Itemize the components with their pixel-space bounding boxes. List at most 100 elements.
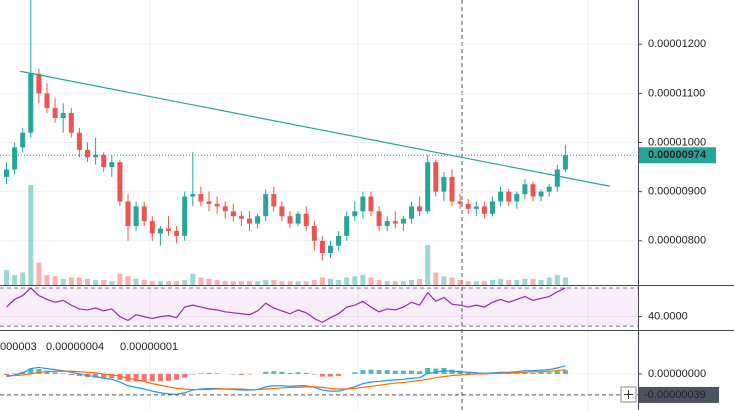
candle-body — [457, 201, 463, 204]
histogram-bar — [376, 370, 382, 374]
candle-body — [530, 184, 536, 197]
histogram-bar — [352, 372, 358, 374]
candle-body — [4, 169, 9, 177]
volume-bar — [190, 273, 196, 285]
histogram-bar — [263, 371, 269, 374]
legend-value: 0.00000001 — [120, 341, 178, 353]
volume-bar — [498, 278, 504, 285]
volume-bar — [473, 281, 479, 285]
candle-body — [271, 194, 277, 207]
candle-body — [295, 213, 301, 224]
volume-bar — [514, 280, 520, 285]
histogram-bar — [60, 373, 66, 374]
volume-bar — [449, 277, 455, 285]
candle-body — [498, 191, 504, 202]
candle-body — [44, 93, 50, 109]
candle-body — [28, 73, 34, 133]
volume-bar — [93, 280, 99, 285]
volume-bar — [214, 280, 220, 285]
candle-body — [36, 73, 42, 94]
candle-body — [230, 211, 236, 217]
histogram-bar — [157, 373, 163, 382]
volume-bar — [465, 281, 471, 285]
candle-body — [125, 201, 131, 227]
histogram-bar — [109, 373, 115, 379]
candle-body — [409, 206, 414, 219]
candle-body — [174, 230, 180, 236]
candle-body — [441, 176, 447, 192]
series-layer: 0.00000800 0.00000900 0.00001000 0.00001100… — [0, 0, 719, 403]
volume-bar — [360, 275, 366, 285]
volume-bar — [506, 280, 512, 285]
histogram-bar — [279, 371, 285, 374]
volume-bar — [20, 272, 26, 285]
volume-bar — [457, 280, 463, 285]
candle-body — [263, 194, 269, 217]
histogram-bar — [133, 373, 139, 382]
time-grid — [149, 0, 589, 410]
volume-bar — [271, 280, 277, 285]
candle-body — [360, 196, 366, 212]
histogram-bar — [12, 373, 18, 374]
candle-body — [182, 196, 188, 236]
volume-bar — [85, 278, 90, 285]
candle-body — [222, 206, 228, 212]
histogram-bar — [433, 368, 439, 374]
histogram-bar — [182, 373, 188, 378]
volume-bar — [433, 272, 439, 285]
volume-bar — [376, 280, 382, 285]
histogram-bar — [319, 373, 325, 377]
histogram-bar — [368, 369, 374, 374]
candle-body — [490, 201, 495, 214]
volume-bar — [149, 281, 155, 285]
candle-body — [157, 228, 163, 234]
histogram-bar — [530, 372, 536, 374]
histogram-bar — [417, 371, 423, 374]
candle-body — [546, 186, 552, 192]
legend-value: 000003 — [0, 341, 37, 353]
volume-bar — [68, 277, 74, 285]
histogram-bar — [166, 373, 171, 381]
volume-bar — [174, 281, 180, 285]
candle-body — [425, 162, 431, 212]
volume-bar — [238, 281, 244, 285]
histogram-bar — [336, 373, 342, 377]
signal-line — [6, 369, 566, 391]
candle-body — [101, 154, 107, 168]
candle-body — [141, 206, 147, 222]
candle-body — [247, 218, 252, 224]
volume-bar — [554, 275, 560, 285]
volume-bar — [295, 281, 301, 285]
candle-body — [554, 169, 560, 187]
histogram-bar — [546, 372, 552, 374]
volume-bar — [4, 270, 9, 285]
volume-bar — [538, 280, 544, 285]
volume-bar — [230, 281, 236, 285]
y-tick-label: 0.00000000 — [648, 368, 706, 380]
histogram-bar — [554, 371, 560, 374]
histogram-bar — [101, 373, 107, 379]
candle-body — [392, 221, 398, 224]
candle-body — [60, 113, 66, 118]
candle-body — [85, 149, 90, 158]
histogram-bar — [93, 373, 99, 378]
histogram-bar — [384, 370, 390, 374]
macd-line — [6, 365, 566, 395]
candle-body — [76, 132, 82, 150]
candle-body — [328, 245, 333, 254]
volume-bar — [490, 280, 495, 285]
histogram-bar — [149, 373, 155, 382]
candle-body — [52, 108, 58, 118]
histogram-bar — [287, 372, 293, 374]
histogram-bar — [538, 372, 544, 374]
volume-bar — [247, 281, 252, 285]
y-tick-label: 0.00001100 — [648, 87, 705, 99]
volume-bar — [255, 281, 261, 285]
volume-bar — [182, 280, 188, 285]
volume-bar — [417, 278, 423, 285]
histogram-bar — [190, 373, 196, 375]
histogram-bar — [392, 370, 398, 374]
candle-body — [562, 155, 568, 170]
candle-body — [68, 113, 74, 133]
